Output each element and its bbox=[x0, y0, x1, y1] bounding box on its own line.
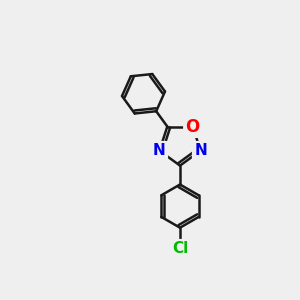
Text: N: N bbox=[153, 143, 166, 158]
Text: Cl: Cl bbox=[172, 241, 188, 256]
Text: O: O bbox=[186, 118, 200, 136]
Text: N: N bbox=[194, 143, 207, 158]
